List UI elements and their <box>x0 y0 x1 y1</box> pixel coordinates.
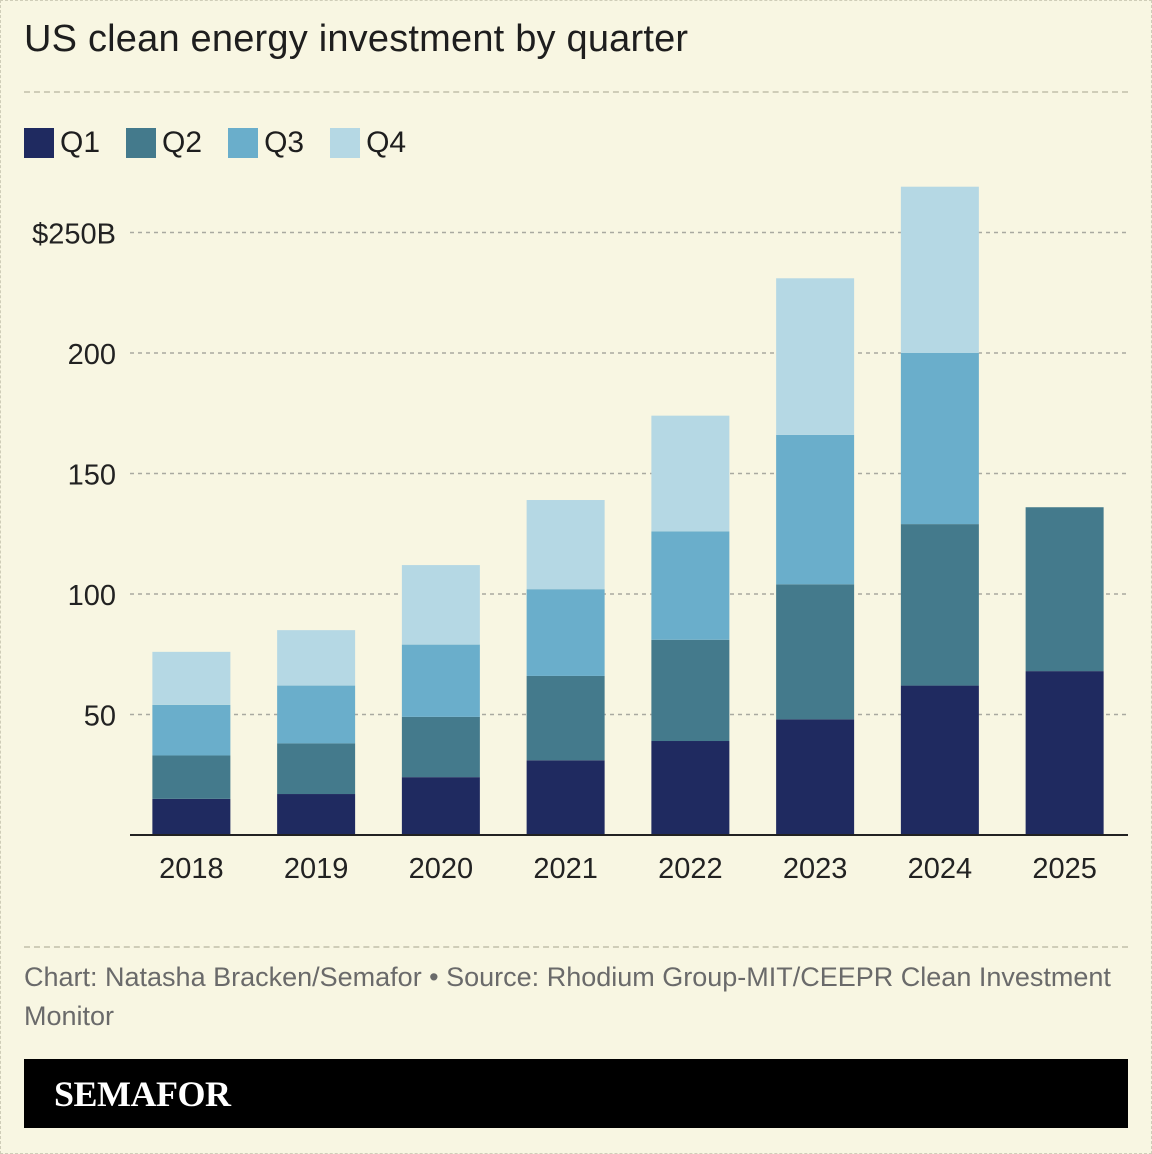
bottom-divider <box>24 946 1128 948</box>
top-divider <box>24 91 1128 93</box>
bar-2021-q3 <box>526 589 605 676</box>
y-tick-label: 50 <box>84 701 116 733</box>
bar-2022-q3 <box>651 531 730 640</box>
y-tick-label: 150 <box>68 460 116 492</box>
bar-2024-q2 <box>900 524 979 686</box>
bar-2020-q3 <box>401 644 480 717</box>
bar-2023-q1 <box>776 719 855 835</box>
bar-2023-q2 <box>776 584 855 720</box>
x-tick-label: 2024 <box>908 853 973 885</box>
y-tick-label: $250B <box>32 219 116 251</box>
bar-2021-q1 <box>526 760 605 835</box>
y-tick-label: 200 <box>68 339 116 371</box>
bar-2024-q3 <box>900 353 979 525</box>
x-tick-label: 2025 <box>1032 853 1097 885</box>
brand-bar: SEMAFOR <box>24 1059 1128 1128</box>
legend-swatch-q3 <box>228 128 259 158</box>
source-credit: Chart: Natasha Bracken/Semafor • Source:… <box>24 962 1111 1031</box>
chart-title: US clean energy investment by quarter <box>24 18 689 60</box>
bar-2024-q1 <box>900 685 979 835</box>
legend-item-q1: Q1 <box>24 126 100 160</box>
x-tick-label: 2021 <box>533 853 598 885</box>
bar-2023-q4 <box>776 278 855 435</box>
bar-2021-q2 <box>526 675 605 761</box>
legend: Q1 Q2 Q3 Q4 <box>24 126 432 160</box>
bar-2018-q4 <box>152 651 231 705</box>
bar-2023-q3 <box>776 434 855 585</box>
semafor-logo: SEMAFOR <box>54 1074 231 1114</box>
bar-2019-q1 <box>277 794 356 835</box>
bar-2020-q4 <box>401 565 480 645</box>
x-tick-label: 2018 <box>159 853 224 885</box>
x-tick-label: 2019 <box>284 853 349 885</box>
bar-2020-q1 <box>401 777 480 835</box>
legend-label-q2: Q2 <box>162 126 203 159</box>
bar-2021-q4 <box>526 500 605 590</box>
bar-2022-q4 <box>651 415 730 532</box>
legend-label-q1: Q1 <box>60 126 101 159</box>
bar-2018-q1 <box>152 798 231 835</box>
legend-swatch-q4 <box>330 128 361 158</box>
x-tick-label: 2020 <box>409 853 474 885</box>
bar-2025-q2 <box>1025 507 1104 672</box>
bar-2020-q2 <box>401 716 480 778</box>
x-tick-label: 2023 <box>783 853 848 885</box>
legend-item-q2: Q2 <box>126 126 202 160</box>
bar-2024-q4 <box>900 186 979 353</box>
y-tick-label: 100 <box>68 580 116 612</box>
legend-label-q4: Q4 <box>366 126 407 159</box>
legend-swatch-q2 <box>126 128 157 158</box>
x-tick-label: 2022 <box>658 853 723 885</box>
bar-2019-q4 <box>277 630 356 686</box>
bar-2025-q1 <box>1025 671 1104 835</box>
legend-label-q3: Q3 <box>264 126 305 159</box>
legend-item-q4: Q4 <box>330 126 406 160</box>
bar-2022-q2 <box>651 639 730 742</box>
bar-2022-q1 <box>651 741 730 835</box>
legend-item-q3: Q3 <box>228 126 304 160</box>
legend-swatch-q1 <box>24 128 54 158</box>
stacked-bar-chart: 50 100 150 200 $250B 2018 2019 2020 2021 2022 2023… <box>32 186 1128 885</box>
bar-2019-q3 <box>277 685 356 744</box>
bar-2018-q2 <box>152 755 231 799</box>
bar-2019-q2 <box>277 743 356 795</box>
bar-2018-q3 <box>152 704 231 756</box>
